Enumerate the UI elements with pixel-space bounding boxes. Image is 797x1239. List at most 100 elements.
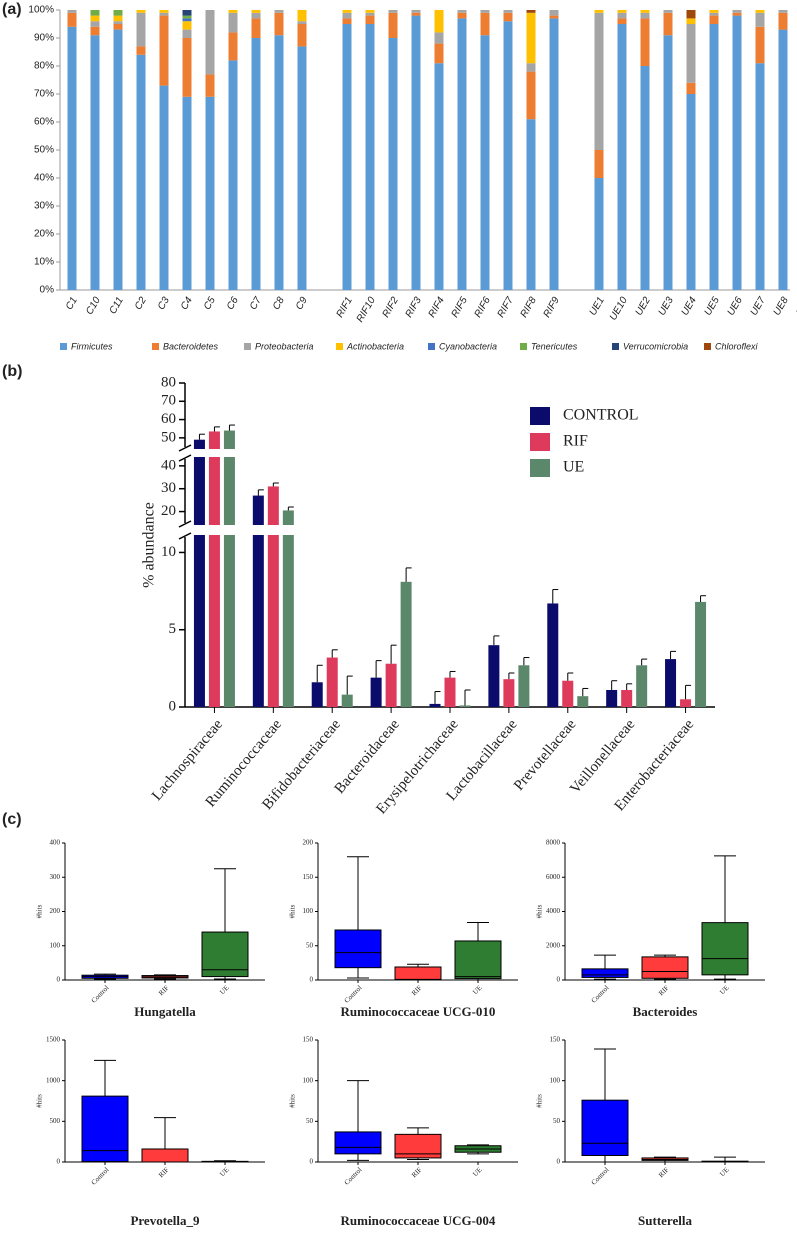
x-tick-label: RIF8 bbox=[519, 295, 540, 320]
y-tick-label: 150 bbox=[303, 873, 314, 881]
y-tick-label: 1000 bbox=[46, 1076, 61, 1084]
bar-segment bbox=[365, 10, 375, 13]
bar-segment bbox=[526, 12, 536, 64]
bar-segment bbox=[411, 15, 421, 290]
panel-label: (b) bbox=[2, 363, 22, 380]
y-tick-label: 30% bbox=[34, 201, 54, 212]
bar-segment bbox=[457, 10, 467, 13]
bar bbox=[193, 439, 205, 707]
x-tick-label: RIF10 bbox=[355, 295, 378, 324]
x-tick-label: RIF2 bbox=[381, 295, 402, 320]
x-tick-label: UE8 bbox=[772, 295, 791, 318]
bar-segment bbox=[640, 66, 650, 290]
x-tick-label: UE bbox=[471, 1166, 483, 1178]
bar-segment bbox=[480, 35, 490, 291]
legend-swatch bbox=[530, 407, 550, 425]
bar-segment bbox=[617, 12, 627, 19]
y-tick-label: 6000 bbox=[546, 873, 561, 881]
bar-segment bbox=[228, 60, 238, 291]
box bbox=[701, 922, 749, 976]
bar-segment bbox=[251, 12, 261, 19]
y-tick-label: 100 bbox=[303, 1076, 314, 1084]
x-tick-label: C9 bbox=[294, 295, 310, 312]
legend-label: Bacteroidetes bbox=[163, 341, 219, 351]
legend-swatch bbox=[428, 343, 435, 350]
x-tick-label: UE bbox=[218, 1166, 230, 1178]
break-mark bbox=[178, 454, 192, 462]
legend-label: Verrucomicrobia bbox=[623, 341, 688, 351]
bar-segment bbox=[67, 12, 77, 27]
bar-segment bbox=[113, 10, 123, 16]
x-tick-label: C2 bbox=[133, 295, 149, 312]
bar-segment bbox=[457, 18, 467, 291]
bar-segment bbox=[411, 12, 421, 16]
bar bbox=[695, 601, 707, 707]
y-tick-label: 40% bbox=[34, 173, 54, 184]
legend-swatch bbox=[530, 433, 550, 451]
bar-segment bbox=[503, 10, 513, 13]
bar-segment bbox=[205, 74, 215, 97]
bar bbox=[400, 581, 412, 707]
break-mark bbox=[178, 520, 192, 528]
x-tick-label: Control bbox=[343, 1166, 364, 1187]
y-tick-label: 300 bbox=[50, 873, 61, 881]
box bbox=[81, 1095, 129, 1163]
x-tick-label: RIF7 bbox=[496, 295, 517, 320]
y-tick-label: 200 bbox=[303, 839, 314, 847]
bar bbox=[208, 431, 220, 707]
bar-segment bbox=[617, 24, 627, 290]
x-tick-label: UE bbox=[471, 984, 483, 996]
bar-segment bbox=[159, 15, 169, 86]
bar-segment bbox=[755, 26, 765, 64]
x-tick-label: C3 bbox=[156, 295, 172, 312]
bar-segment bbox=[251, 10, 261, 13]
bar-segment bbox=[365, 24, 375, 290]
box bbox=[641, 956, 689, 979]
bar bbox=[341, 694, 353, 707]
bar bbox=[370, 677, 382, 707]
bar-segment bbox=[90, 26, 100, 36]
bar-segment bbox=[251, 38, 261, 290]
y-tick-label: 5 bbox=[169, 621, 177, 637]
box bbox=[141, 1148, 189, 1163]
bar-segment bbox=[388, 10, 398, 13]
bar-segment bbox=[67, 10, 77, 13]
bar-segment bbox=[251, 18, 261, 38]
bar-segment bbox=[594, 150, 604, 178]
bar bbox=[385, 663, 397, 707]
bar bbox=[547, 603, 559, 707]
bar bbox=[267, 486, 279, 707]
y-tick-label: 10 bbox=[161, 544, 176, 560]
box bbox=[201, 931, 249, 978]
x-tick-label: UE6 bbox=[726, 295, 745, 318]
x-tick-label: C11 bbox=[108, 295, 126, 316]
y-tick-label: 100 bbox=[303, 907, 314, 915]
box bbox=[334, 1131, 382, 1155]
bar bbox=[488, 645, 500, 707]
legend-label: Firmicutes bbox=[71, 341, 113, 351]
bar-segment bbox=[342, 24, 352, 290]
bar-segment bbox=[182, 96, 192, 290]
bar-segment bbox=[365, 12, 375, 16]
legend-label: RIF bbox=[563, 433, 588, 450]
y-tick-label: 1500 bbox=[46, 1036, 61, 1044]
bar-segment bbox=[526, 71, 536, 120]
y-tick-label: 8000 bbox=[546, 839, 561, 847]
bar-segment bbox=[159, 12, 169, 16]
y-tick-label: 50 bbox=[306, 1117, 314, 1125]
chart-title: Hungatella bbox=[134, 1004, 196, 1019]
bar-segment bbox=[297, 21, 307, 24]
x-tick-label: RIF9 bbox=[542, 295, 563, 320]
chart-title: Ruminococcaceae UCG-010 bbox=[341, 1004, 496, 1019]
bar-segment bbox=[136, 46, 146, 55]
bar-segment bbox=[526, 119, 536, 290]
x-tick-label: RIF6 bbox=[473, 295, 494, 320]
legend-label: Cyanobacteria bbox=[439, 341, 497, 351]
bar-segment bbox=[434, 10, 444, 33]
y-tick-label: 0 bbox=[557, 976, 561, 984]
bar-segment bbox=[503, 21, 513, 290]
box bbox=[581, 968, 629, 978]
chart-title: Prevotella_9 bbox=[130, 1213, 200, 1228]
y-tick-label: 50 bbox=[161, 429, 176, 445]
bar-segment bbox=[434, 63, 444, 291]
